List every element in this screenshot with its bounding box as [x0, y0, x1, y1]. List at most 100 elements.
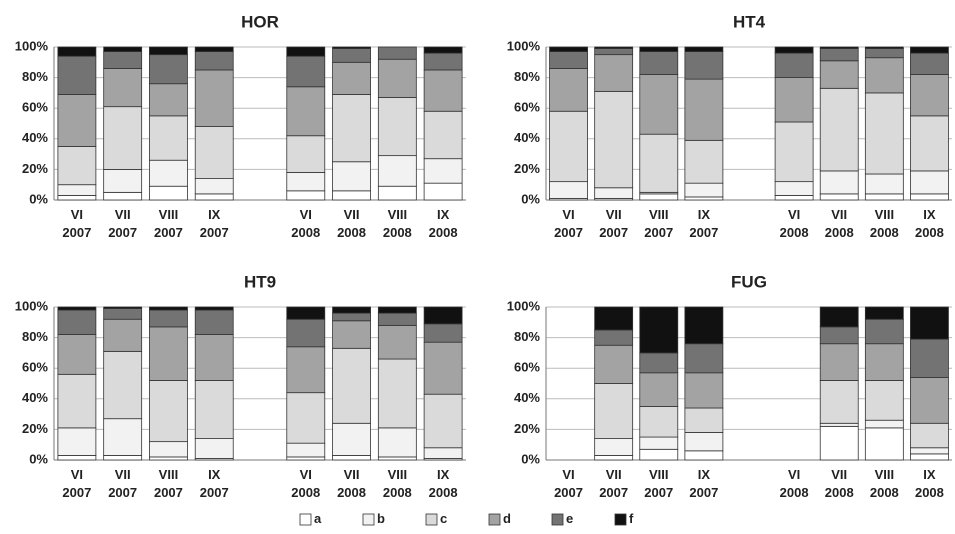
x-tick-label: IX 2008 — [914, 207, 944, 240]
bar-segment — [819, 425, 859, 461]
legend-swatch — [551, 513, 564, 526]
x-tick-label: IX 2008 — [428, 207, 458, 240]
bar-segment — [57, 94, 97, 147]
y-tick-label: 80% — [514, 69, 540, 84]
bar-segment — [819, 60, 859, 89]
bar-segment — [684, 182, 724, 198]
y-tick-label: 0% — [29, 191, 48, 206]
y-tick-label: 100% — [15, 298, 49, 313]
x-tick-label: VII 2007 — [108, 207, 138, 240]
bar-segment — [332, 61, 371, 95]
bar-segment — [594, 306, 634, 331]
bar-segment — [910, 46, 949, 54]
bar-segment — [684, 432, 724, 452]
x-tick-label: VIII 2007 — [153, 207, 183, 240]
bar-segment — [594, 383, 634, 439]
chart-title: HOR — [241, 12, 279, 31]
bar-segment — [149, 46, 188, 56]
legend-swatch — [362, 513, 375, 526]
bar-segment — [684, 306, 724, 345]
bar-segment — [774, 195, 814, 201]
y-tick-label: 60% — [514, 100, 540, 115]
chart-title: FUG — [731, 272, 767, 291]
bar-segment — [103, 191, 143, 201]
bar-segment — [103, 308, 143, 320]
bar-segment — [819, 326, 859, 345]
bar-segment — [332, 306, 371, 314]
legend-label: d — [503, 511, 511, 526]
y-tick-label: 0% — [521, 191, 540, 206]
bar-segment — [684, 372, 724, 409]
bar-segment — [332, 190, 371, 201]
bar-segment — [286, 442, 326, 458]
bar-segment — [149, 54, 188, 85]
bar-segment — [910, 447, 949, 455]
legend-swatch — [425, 513, 438, 526]
bar-segment — [332, 46, 371, 49]
x-tick-label: VIII 2008 — [869, 207, 899, 240]
bar-segment — [819, 422, 859, 427]
bar-segment — [332, 161, 371, 192]
bar-segment — [910, 338, 949, 378]
bar-segment — [103, 350, 143, 420]
bar-segment — [819, 48, 859, 62]
bar-segment — [332, 422, 371, 456]
bar-segment — [684, 139, 724, 184]
x-tick-label: VII 2007 — [599, 467, 629, 500]
y-tick-label: 40% — [22, 130, 48, 145]
bar-segment — [549, 51, 588, 69]
y-tick-label: 0% — [29, 451, 48, 466]
legend-label: b — [377, 511, 385, 526]
bar-segment — [57, 46, 97, 57]
x-tick-label: VIII 2007 — [153, 467, 183, 500]
bar-segment — [332, 320, 371, 349]
y-tick-label: 20% — [22, 161, 48, 176]
y-tick-label: 60% — [22, 100, 48, 115]
bar-segment — [639, 193, 679, 201]
legend-label: a — [314, 511, 322, 526]
bar-segment — [549, 68, 588, 112]
x-tick-label: VI 2008 — [291, 467, 321, 500]
bar-segment — [864, 48, 904, 59]
bar-segment — [910, 422, 949, 449]
bar-segment — [639, 306, 679, 354]
bar-segment — [103, 168, 143, 193]
bar-segment — [864, 380, 904, 421]
bar-segment — [639, 352, 679, 374]
bar-segment — [864, 427, 904, 461]
bar-segment — [149, 309, 188, 328]
bar-segment — [684, 196, 724, 201]
y-tick-label: 100% — [507, 298, 541, 313]
bar-segment — [103, 51, 143, 69]
bar-segment — [194, 46, 234, 52]
bar-segment — [864, 46, 904, 49]
bar-segment — [423, 341, 463, 395]
bar-segment — [286, 46, 326, 57]
y-tick-label: 80% — [22, 69, 48, 84]
bar-segment — [423, 306, 463, 325]
bar-segment — [57, 306, 97, 311]
bar-segment — [194, 178, 234, 195]
bar-segment — [910, 74, 949, 117]
x-tick-label: IX 2008 — [428, 467, 458, 500]
bar-segment — [103, 455, 143, 461]
y-tick-label: 20% — [514, 161, 540, 176]
x-tick-label: VI 2008 — [291, 207, 321, 240]
bar-segment — [819, 87, 859, 172]
bar-segment — [286, 190, 326, 201]
bar-segment — [864, 306, 904, 320]
bar-segment — [57, 373, 97, 429]
bar-segment — [594, 48, 634, 56]
bar-segment — [149, 115, 188, 161]
y-tick-label: 80% — [22, 329, 48, 344]
x-tick-label: VIII 2008 — [869, 467, 899, 500]
bar-segment — [377, 427, 417, 458]
legend-swatch — [299, 513, 312, 526]
bar-segment — [639, 448, 679, 461]
bar-segment — [103, 68, 143, 108]
bar-segment — [377, 358, 417, 429]
bar-segment — [103, 46, 143, 52]
bar-segment — [910, 170, 949, 195]
bar-segment — [819, 380, 859, 424]
bar-segment — [286, 55, 326, 88]
